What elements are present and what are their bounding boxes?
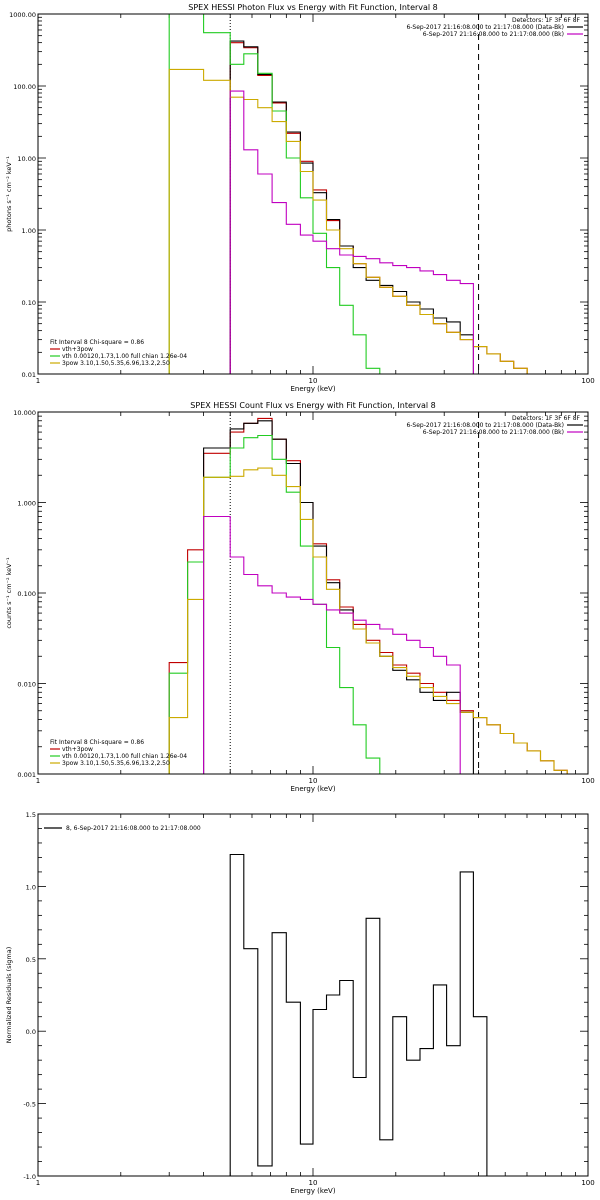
legend-top: Detectors: 1F 3F 6F 8F6-Sep-2017 21:16:0… xyxy=(406,17,583,38)
y-axis-label: Normalized Residuals (sigma) xyxy=(5,947,13,1044)
plot-frame xyxy=(37,13,589,375)
legend-label: vth 0.00120,1.73,1.00 full chian 1.26e-0… xyxy=(62,353,187,360)
y-tick-label: 1.5 xyxy=(26,811,36,819)
series-3pow-line xyxy=(168,68,554,374)
panel-3: 1 10 100 Energy (keV) -1.0 -0.5 0.0 0.5 1.0 1.5 No… xyxy=(5,811,595,1195)
legend-bottom: Fit Interval 8 Chi-square = 0.86vth+3pow… xyxy=(50,739,187,767)
x-axis-label: Energy (keV) xyxy=(290,385,335,393)
plot-area xyxy=(168,412,568,774)
y-tick-label: 10.000 xyxy=(13,409,36,417)
y-tick-label: 0.001 xyxy=(17,771,36,779)
plot-area xyxy=(229,853,488,1176)
legend-label: 6-Sep-2017 21:16:08.000 to 21:17:08.000 … xyxy=(423,429,564,436)
x-axis-label: Energy (keV) xyxy=(290,1187,335,1195)
legend-header: Fit Interval 8 Chi-square = 0.86 xyxy=(50,739,144,746)
series-vth-3pow-line xyxy=(168,417,568,774)
panel-2: SPEX HESSI Count Flux vs Energy with Fit… xyxy=(5,401,595,793)
x-ticks xyxy=(37,814,576,1176)
y-tick-label: 0.5 xyxy=(26,956,36,964)
legend-label: 6-Sep-2017 21:16:08.000 to 21:17:08.000 … xyxy=(423,31,564,38)
legend-header: Detectors: 1F 3F 6F 8F xyxy=(512,17,581,24)
legend-bottom: Fit Interval 8 Chi-square = 0.86vth+3pow… xyxy=(50,339,187,367)
x-ticks xyxy=(37,14,576,374)
series-3pow-line xyxy=(168,467,568,774)
legend-label: 6-Sep-2017 21:16:08.000 to 21:17:08.000 … xyxy=(406,422,564,429)
legend-label: 3pow 3.10,1.50,5.35,6.96,13.2,2.50 xyxy=(62,760,170,767)
y-tick-label: 0.10 xyxy=(22,299,36,307)
y-tick-label: 0.01 xyxy=(22,371,36,379)
legend-header: Detectors: 1F 3F 6F 8F xyxy=(512,415,581,422)
panel-1: SPEX HESSI Photon Flux vs Energy with Fi… xyxy=(5,3,595,393)
legend-label: vth 0.00120,1.73,1.00 full chian 1.26e-0… xyxy=(62,753,187,760)
x-tick-label: 10 xyxy=(309,377,318,385)
x-tick-label: 1 xyxy=(36,1179,40,1187)
series-bk-line xyxy=(229,90,474,374)
y-tick-label: -0.5 xyxy=(23,1101,36,1109)
legend-top: Detectors: 1F 3F 6F 8F6-Sep-2017 21:16:0… xyxy=(406,415,583,436)
x-axis-label: Energy (keV) xyxy=(290,785,335,793)
y-ticks xyxy=(38,813,588,1177)
y-axis-label: photons s⁻¹ cm⁻² keV⁻¹ xyxy=(5,156,13,232)
y-tick-label: 0.010 xyxy=(17,681,36,689)
x-tick-label: 100 xyxy=(581,777,594,785)
y-tick-label: 1.0 xyxy=(26,883,36,891)
chart-title: SPEX HESSI Photon Flux vs Energy with Fi… xyxy=(188,3,438,12)
legend-label: vth+3pow xyxy=(62,746,93,753)
series-vth-3pow-line xyxy=(229,42,554,374)
legend-header: Fit Interval 8 Chi-square = 0.86 xyxy=(50,339,144,346)
y-ticks xyxy=(38,415,588,775)
x-tick-label: 1 xyxy=(36,377,40,385)
plot-area xyxy=(168,14,554,374)
series-vth-line xyxy=(168,14,393,374)
y-tick-label: 1000.00 xyxy=(9,11,36,19)
series-8-6-sep-2017-21-16-08-000-to-2-line xyxy=(229,853,488,1176)
y-tick-label: -1.0 xyxy=(23,1173,36,1181)
y-tick-label: 100.00 xyxy=(13,83,36,91)
chart-title: SPEX HESSI Count Flux vs Energy with Fit… xyxy=(190,401,435,410)
y-tick-label: 10.00 xyxy=(17,155,36,163)
y-tick-label: 1.000 xyxy=(17,500,36,508)
y-axis-label: counts s⁻¹ cm⁻² keV⁻¹ xyxy=(5,557,13,629)
series-vth-line xyxy=(168,434,381,774)
x-tick-label: 1 xyxy=(36,777,40,785)
plot-frame xyxy=(37,411,589,775)
x-tick-label: 100 xyxy=(581,377,594,385)
legend-label: 8, 6-Sep-2017 21:16:08.000 to 21:17:08.0… xyxy=(66,825,201,832)
y-tick-label: 0.100 xyxy=(17,590,36,598)
x-tick-label: 10 xyxy=(309,777,318,785)
x-tick-label: 10 xyxy=(309,1179,318,1187)
x-ticks xyxy=(37,412,576,774)
legend-top: 8, 6-Sep-2017 21:16:08.000 to 21:17:08.0… xyxy=(44,825,201,832)
x-tick-label: 100 xyxy=(581,1179,594,1187)
y-tick-label: 0.0 xyxy=(26,1028,36,1036)
series-bk-line xyxy=(203,515,461,774)
legend-label: 6-Sep-2017 21:16:08.000 to 21:17:08.000 … xyxy=(406,24,564,31)
legend-label: vth+3pow xyxy=(62,346,93,353)
y-tick-label: 1.00 xyxy=(22,227,36,235)
plot-frame xyxy=(37,813,589,1177)
legend-label: 3pow 3.10,1.50,5.35,6.96,13.2,2.50 xyxy=(62,360,170,367)
